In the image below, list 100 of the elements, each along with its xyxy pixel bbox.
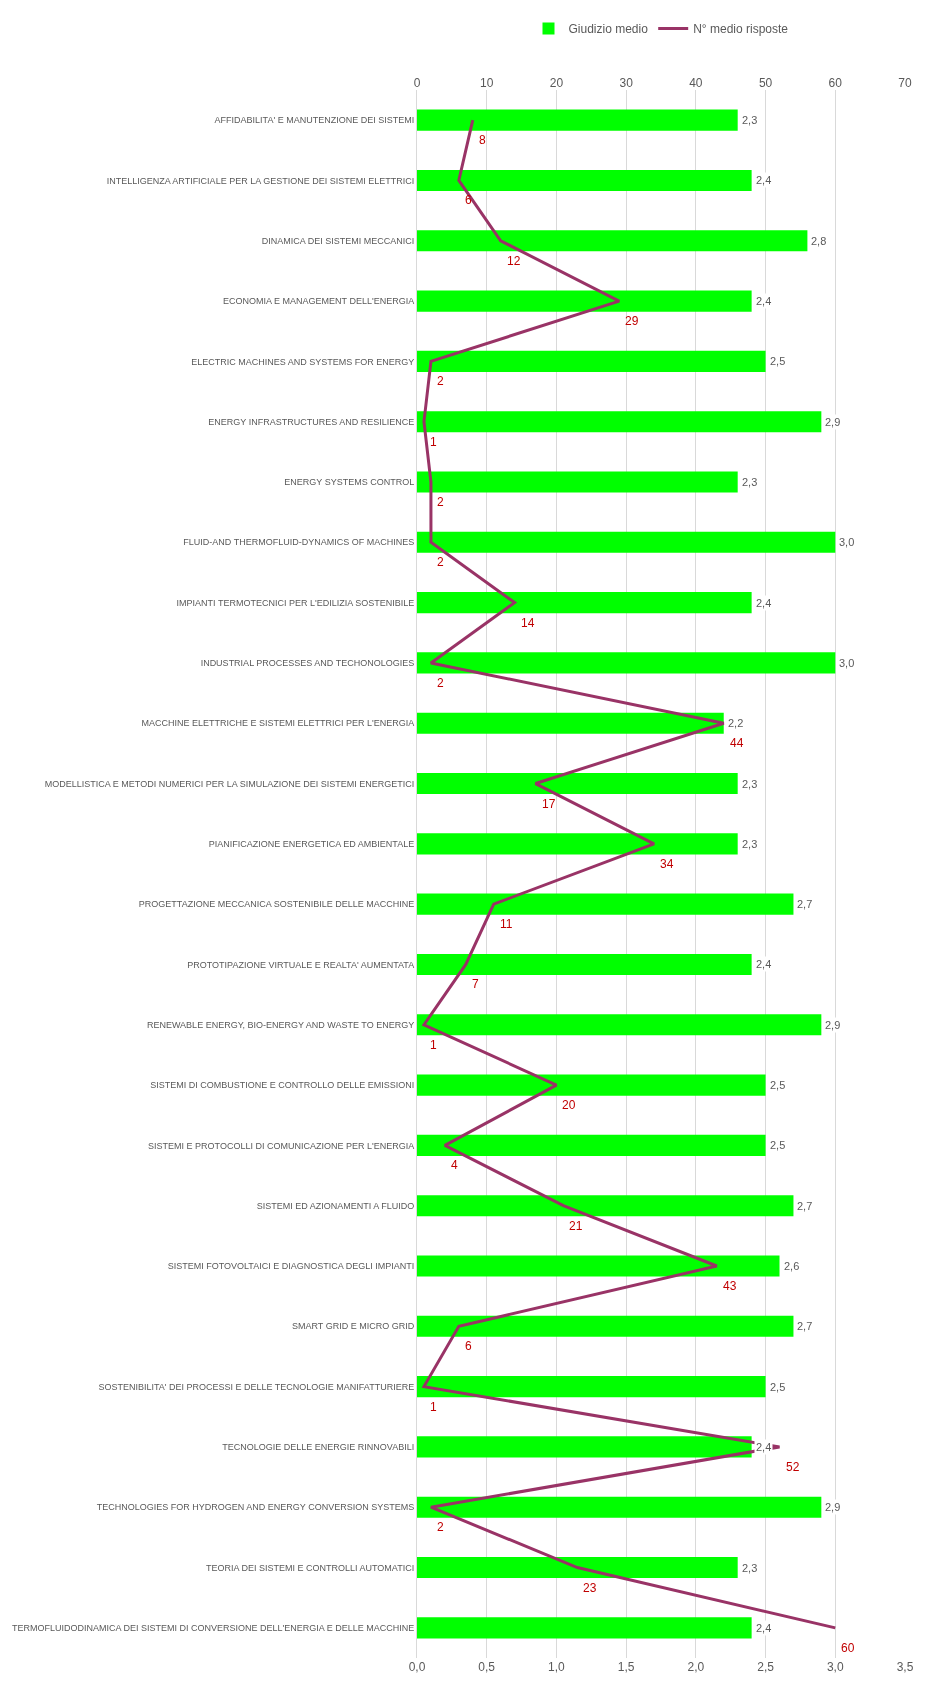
data-label: 2,6 — [784, 1260, 800, 1272]
data-label: 12 — [507, 254, 521, 268]
x2-tick-label: 10 — [480, 75, 494, 90]
data-label: 1 — [430, 1400, 437, 1414]
x2-tick-label: 30 — [619, 75, 634, 90]
bar — [417, 1195, 794, 1217]
bar — [417, 411, 822, 433]
data-label: 2,7 — [797, 1200, 813, 1212]
data-label: 2 — [437, 495, 444, 509]
y-tick-label: SMART GRID E MICRO GRID — [292, 1321, 415, 1332]
data-label: 43 — [723, 1279, 737, 1293]
bar — [417, 169, 752, 192]
data-label: 2,3 — [742, 114, 758, 126]
data-label: 2 — [437, 555, 444, 569]
y-tick-label: ELECTRIC MACHINES AND SYSTEMS FOR ENERGY — [191, 356, 415, 367]
data-label: 1 — [430, 1038, 437, 1052]
data-label: 29 — [625, 314, 639, 328]
x-tick-label: 1,5 — [617, 1660, 635, 1674]
data-label: 2,5 — [770, 355, 786, 367]
data-label: 2,7 — [797, 898, 813, 910]
data-label: 2,8 — [811, 235, 827, 247]
x2-tick-label: 40 — [689, 75, 703, 90]
bar — [417, 109, 738, 131]
x2-tick-label: 60 — [828, 75, 843, 90]
bar — [417, 1436, 752, 1458]
data-label: 2 — [437, 1520, 444, 1534]
data-label: 2,4 — [756, 174, 772, 186]
y-tick-label: RENEWABLE ENERGY, BIO-ENERGY AND WASTE TO ENERGY — [146, 1019, 415, 1030]
x-tick-label: 0,0 — [408, 1660, 426, 1674]
bar — [417, 772, 738, 795]
bar — [417, 652, 836, 674]
bar — [417, 290, 752, 312]
data-label: 3,0 — [839, 536, 855, 548]
data-label: 2,9 — [825, 416, 841, 428]
data-label: 2,3 — [742, 1562, 758, 1574]
y-tick-label: PROTOTIPAZIONE VIRTUALE E REALTA' AUMENTATA — [187, 959, 415, 970]
data-label: 2,5 — [770, 1139, 786, 1151]
bar — [417, 712, 724, 734]
x2-tick-label: 50 — [758, 75, 773, 90]
y-tick-label: SOSTENIBILITA' DEI PROCESSI E DELLE TECNOLOGIE MANIFATTURIERE — [98, 1381, 415, 1392]
x-tick-label: 0,5 — [478, 1660, 496, 1674]
y-tick-label: MACCHINE ELETTRICHE E SISTEMI ELETTRICI PER L'ENERGIA — [141, 718, 415, 729]
bar — [417, 350, 766, 372]
y-tick-label: PROGETTAZIONE MECCANICA SOSTENIBILE DELLE MACCHINE — [138, 899, 415, 910]
data-label: 20 — [562, 1098, 576, 1112]
bar — [417, 1617, 752, 1639]
data-label: 2,4 — [756, 597, 772, 609]
bar — [417, 1134, 766, 1156]
data-label: 2,4 — [756, 1441, 772, 1453]
bar — [417, 1496, 822, 1518]
y-tick-label: SISTEMI ED AZIONAMENTI A FLUIDO — [256, 1200, 415, 1211]
y-tick-label: INDUSTRIAL PROCESSES AND TECHONOLOGIES — [200, 658, 415, 669]
data-label: 2,3 — [742, 778, 758, 790]
x-tick-label: 2,5 — [757, 1660, 775, 1674]
legend-label: N° medio risposte — [693, 22, 789, 37]
x2-tick-label: 70 — [898, 75, 912, 90]
y-tick-label: TERMOFLUIDODINAMICA DEI SISTEMI DI CONVERSIONE DELL'ENERGIA E DELLE MACCHINE — [11, 1623, 415, 1633]
y-tick-label: TEORIA DEI SISTEMI E CONTROLLI AUTOMATICI — [206, 1562, 415, 1573]
data-label: 44 — [730, 736, 744, 750]
bar — [417, 1014, 822, 1036]
bar — [417, 833, 738, 855]
data-label: 1 — [430, 435, 437, 449]
bar — [417, 1315, 794, 1337]
y-tick-label: MODELLISTICA E METODI NUMERICI PER LA SIMULAZIONE DEI SISTEMI ENERGETICI — [44, 778, 415, 789]
y-tick-label: PIANIFICAZIONE ENERGETICA ED AMBIENTALE — [208, 839, 415, 849]
data-label: 52 — [786, 1460, 800, 1474]
data-label: 2,5 — [770, 1079, 786, 1091]
bar — [417, 1074, 766, 1096]
y-tick-label: DINAMICA DEI SISTEMI MECCANICI — [261, 235, 415, 246]
bar — [417, 893, 794, 915]
x-tick-label: 3,5 — [896, 1660, 914, 1674]
y-tick-label: IMPIANTI TERMOTECNICI PER L'EDILIZIA SOSTENIBILE — [176, 597, 415, 608]
bar — [417, 592, 752, 614]
data-label: 2 — [437, 676, 444, 690]
y-tick-label: TECHNOLOGIES FOR HYDROGEN AND ENERGY CONVERSION SYSTEMS — [96, 1502, 415, 1513]
y-tick-label: SISTEMI DI COMBUSTIONE E CONTROLLO DELLE EMISSIONI — [150, 1080, 415, 1091]
data-label: 3,0 — [839, 657, 855, 669]
x-tick-label: 2,0 — [687, 1660, 705, 1674]
data-label: 2,4 — [756, 295, 772, 307]
y-tick-label: AFFIDABILITA' E MANUTENZIONE DEI SISTEMI — [214, 115, 415, 126]
data-label: 14 — [521, 616, 535, 630]
y-tick-label: TECNOLOGIE DELLE ENERGIE RINNOVABILI — [222, 1442, 415, 1453]
y-tick-label: SISTEMI E PROTOCOLLI DI COMUNICAZIONE PER L'ENERGIA — [148, 1140, 415, 1151]
y-tick-label: FLUID-AND THERMOFLUID-DYNAMICS OF MACHINES — [183, 537, 415, 548]
bar — [417, 230, 808, 252]
x-tick-label: 3,0 — [826, 1660, 844, 1674]
x2-tick-label: 0 — [413, 75, 421, 90]
data-label: 2,3 — [742, 476, 758, 488]
data-label: 8 — [479, 133, 486, 147]
data-label: 2,2 — [728, 717, 744, 729]
data-label: 7 — [472, 977, 479, 991]
data-label: 23 — [583, 1581, 597, 1595]
bar — [417, 953, 752, 976]
data-label: 2,9 — [825, 1501, 841, 1513]
data-label: 2,9 — [825, 1019, 841, 1031]
y-tick-label: INTELLIGENZA ARTIFICIALE PER LA GESTIONE DEI SISTEMI ELETTRICI — [106, 175, 415, 186]
bar — [417, 1556, 738, 1579]
data-label: 11 — [500, 917, 513, 931]
data-label: 4 — [451, 1158, 458, 1172]
data-label: 21 — [569, 1219, 583, 1233]
